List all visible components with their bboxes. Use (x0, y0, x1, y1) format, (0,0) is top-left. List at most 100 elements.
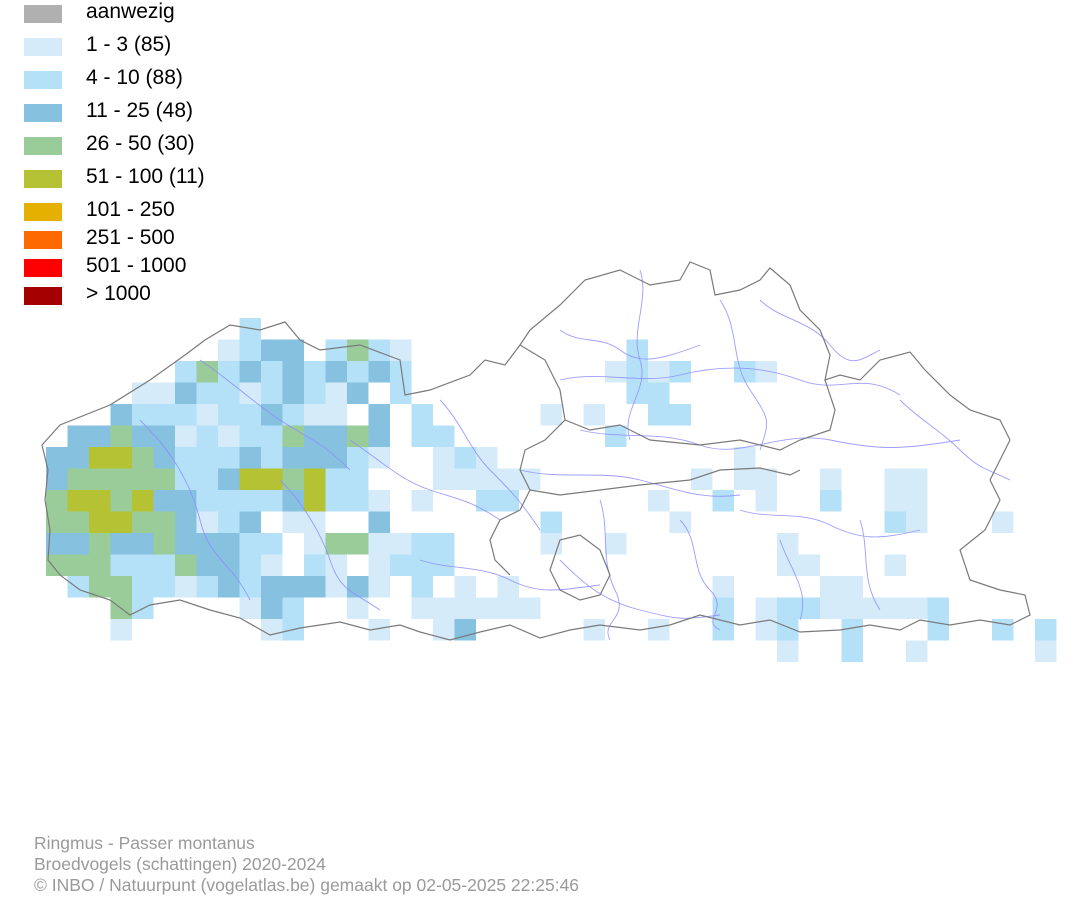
grid-cell (110, 468, 132, 490)
legend-swatch (24, 104, 62, 122)
grid-cell (304, 382, 326, 404)
grid-cell (110, 404, 132, 426)
grid-cell (755, 361, 777, 383)
grid-cell (304, 447, 326, 469)
grid-cell (239, 597, 261, 619)
grid-cell (239, 468, 261, 490)
grid-cell (67, 576, 89, 598)
grid-cell (841, 576, 863, 598)
grid-cell (282, 597, 304, 619)
grid-cell (153, 490, 175, 512)
grid-cell (583, 619, 605, 641)
caption-species: Ringmus - Passer montanus (34, 833, 255, 853)
legend-label: 26 - 50 (30) (86, 132, 195, 155)
grid-cell (347, 339, 369, 361)
grid-cell (433, 447, 455, 469)
grid-cell (239, 404, 261, 426)
grid-cell (304, 425, 326, 447)
grid-cell (454, 619, 476, 641)
grid-cell (906, 597, 928, 619)
grid-cell (282, 490, 304, 512)
grid-cell (239, 576, 261, 598)
legend-item: 1 - 3 (85) (24, 33, 284, 57)
grid-cell (196, 404, 218, 426)
grid-cell (132, 468, 154, 490)
grid-cell (153, 554, 175, 576)
grid-cell (325, 554, 347, 576)
grid-cell (110, 576, 132, 598)
grid-cell (132, 425, 154, 447)
grid-cell (196, 576, 218, 598)
grid-cell (798, 597, 820, 619)
grid-cell (433, 597, 455, 619)
grid-cell (175, 576, 197, 598)
legend-item: 4 - 10 (88) (24, 66, 284, 90)
grid-cell (153, 425, 175, 447)
legend-label: 11 - 25 (48) (86, 99, 193, 122)
grid-cell (691, 468, 713, 490)
caption: Ringmus - Passer montanus Broedvogels (s… (34, 833, 579, 896)
grid-cell (153, 382, 175, 404)
grid-cell (261, 490, 283, 512)
grid-cell (282, 425, 304, 447)
grid-cell (89, 533, 111, 555)
grid-cell (583, 404, 605, 426)
grid-cell (261, 597, 283, 619)
legend-label: aanwezig (86, 0, 175, 23)
grid-cell (239, 554, 261, 576)
grid-cell (110, 447, 132, 469)
grid-cell (454, 576, 476, 598)
grid-cell (218, 382, 240, 404)
grid-cell (239, 511, 261, 533)
grid-cell (239, 382, 261, 404)
grid-cell (67, 468, 89, 490)
grid-cell (325, 339, 347, 361)
grid-cell (411, 576, 433, 598)
grid-cell (239, 339, 261, 361)
grid-cell (261, 468, 283, 490)
grid-cell (46, 490, 68, 512)
grid-cell (841, 597, 863, 619)
grid-cell (1035, 640, 1057, 662)
grid-cell (368, 576, 390, 598)
grid-cell (175, 382, 197, 404)
grid-cell (798, 554, 820, 576)
grid-cell (820, 576, 842, 598)
grid-cell (175, 447, 197, 469)
grid-cell (175, 533, 197, 555)
legend-item: 501 - 1000 (24, 254, 284, 278)
grid-cell (648, 490, 670, 512)
grid-cell (218, 511, 240, 533)
grid-cell (89, 490, 111, 512)
grid-cell (368, 404, 390, 426)
grid-cell (454, 597, 476, 619)
grid-cell (648, 361, 670, 383)
grid-cell (820, 490, 842, 512)
grid-cell (669, 511, 691, 533)
region-borders (41, 261, 1031, 641)
grid-cell (304, 468, 326, 490)
grid-cell (89, 511, 111, 533)
grid-cell (196, 468, 218, 490)
grid-cell (433, 619, 455, 641)
grid-cell (196, 447, 218, 469)
grid-cell (605, 361, 627, 383)
grid-cell (196, 490, 218, 512)
legend-label: 1 - 3 (85) (86, 33, 172, 56)
grid-cell (755, 597, 777, 619)
grid-cell (282, 468, 304, 490)
grid-cell (820, 468, 842, 490)
grid-cell (196, 361, 218, 383)
grid-cell (411, 597, 433, 619)
grid-cell (239, 361, 261, 383)
grid-cell (368, 425, 390, 447)
grid-cell (239, 490, 261, 512)
grid-cell (906, 511, 928, 533)
grid-cell (884, 597, 906, 619)
grid-cell (261, 533, 283, 555)
grid-cell (433, 533, 455, 555)
grid-cell (648, 382, 670, 404)
grid-cell (476, 468, 498, 490)
grid-cell (992, 511, 1014, 533)
caption-credits: © INBO / Natuurpunt (vogelatlas.be) gema… (34, 875, 580, 895)
